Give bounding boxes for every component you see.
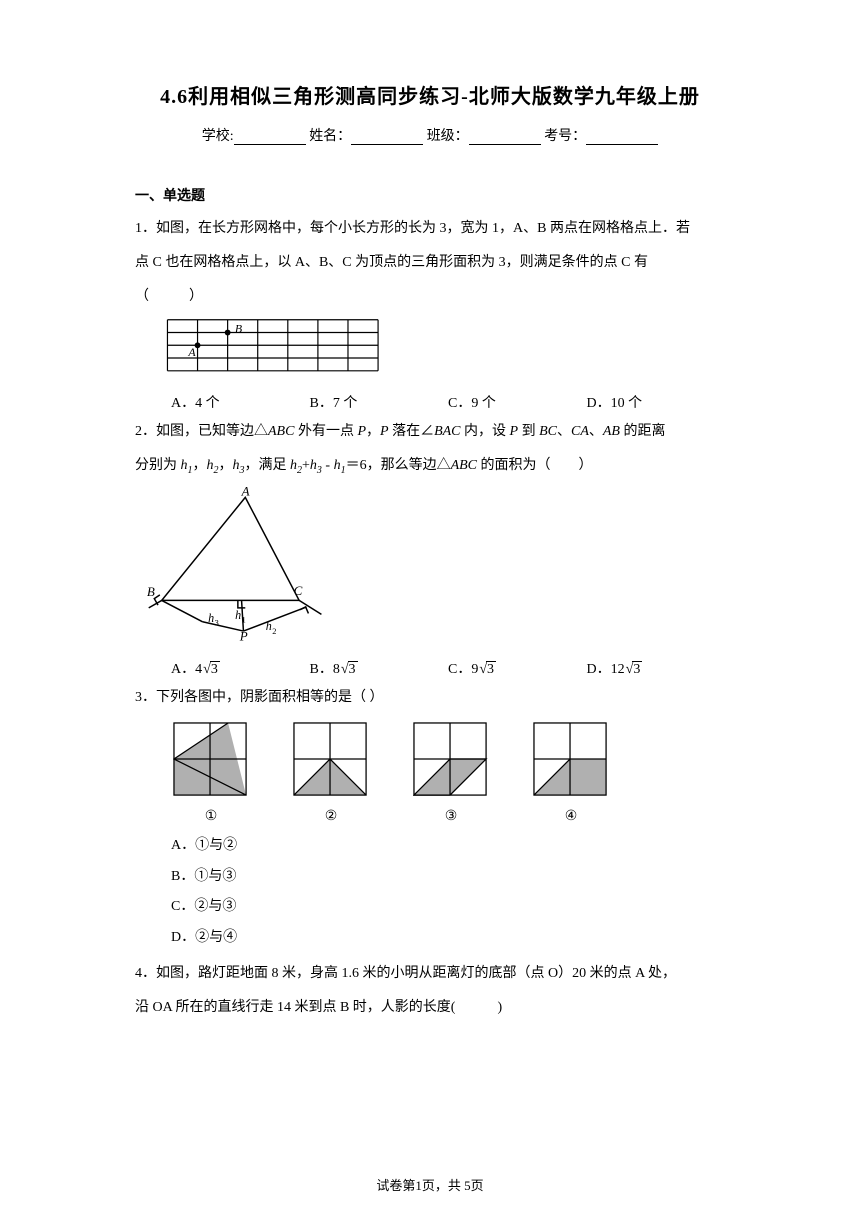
q2-opt-d[interactable]: D．12√3 (587, 658, 726, 678)
q4-stem-1: 4．如图，路灯距地面 8 米，身高 1.6 米的小明从距离灯的底部（点 O）20… (135, 960, 725, 988)
svg-text:A: A (241, 487, 250, 499)
svg-text:h: h (235, 608, 241, 622)
svg-text:P: P (239, 628, 248, 643)
label-school: 学校: (202, 129, 234, 144)
q1-stem-3: （ ） (135, 283, 725, 311)
q3-fig-1: ① (173, 722, 249, 825)
q2-figure: A B C P h 1 h 2 h 3 (145, 487, 725, 652)
q4-stem-2: 沿 OA 所在的直线行走 14 米到点 B 时，人影的长度( ) (135, 994, 725, 1022)
q3-opt-a[interactable]: A．①与② (171, 831, 725, 862)
label-id: 考号： (544, 129, 586, 144)
blank-class (469, 144, 541, 145)
q2-stem-1: 2．如图，已知等边△ABC 外有一点 P，P 落在∠BAC 内，设 P 到 BC… (135, 418, 725, 446)
blank-id (586, 144, 658, 145)
svg-text:C: C (294, 583, 303, 598)
q3-fig-4: ④ (533, 722, 609, 825)
q3-fig-3: ③ (413, 722, 489, 825)
svg-text:1: 1 (242, 616, 246, 625)
q1-opt-c[interactable]: C．9 个 (448, 392, 587, 412)
svg-text:B: B (147, 584, 155, 599)
section-heading-1: 一、单选题 (135, 185, 725, 205)
svg-text:2: 2 (272, 627, 276, 636)
q1-opt-b[interactable]: B．7 个 (310, 392, 449, 412)
q2-opt-c[interactable]: C．9√3 (448, 658, 587, 678)
q3-stem: 3．下列各图中，阴影面积相等的是（ ） (135, 684, 725, 712)
svg-text:h: h (266, 619, 272, 633)
q3-opt-b[interactable]: B．①与③ (171, 862, 725, 893)
page-footer: 试卷第1页，共 5页 (0, 1175, 860, 1194)
label-name: 姓名： (309, 129, 351, 144)
svg-text:B: B (235, 322, 242, 336)
q1-options: A．4 个 B．7 个 C．9 个 D．10 个 (171, 392, 725, 412)
label-class: 班级： (427, 129, 469, 144)
svg-text:h: h (208, 611, 214, 625)
q1-stem-2: 点 C 也在网格格点上，以 A、B、C 为顶点的三角形面积为 3，则满足条件的点… (135, 249, 725, 277)
q3-opt-c[interactable]: C．②与③ (171, 892, 725, 923)
blank-name (351, 144, 423, 145)
q2-opt-a[interactable]: A．4√3 (171, 658, 310, 678)
q3-options: A．①与② B．①与③ C．②与③ D．②与④ (171, 831, 725, 954)
q1-opt-d[interactable]: D．10 个 (587, 392, 726, 412)
q1-stem-1: 1．如图，在长方形网格中，每个小长方形的长为 3，宽为 1，A、B 两点在网格格… (135, 215, 725, 243)
svg-text:3: 3 (215, 618, 219, 627)
q3-opt-d[interactable]: D．②与④ (171, 923, 725, 954)
page-title: 4.6利用相似三角形测高同步练习-北师大版数学九年级上册 (135, 80, 725, 109)
q2-options: A．4√3 B．8√3 C．9√3 D．12√3 (171, 658, 725, 678)
q1-opt-a[interactable]: A．4 个 (171, 392, 310, 412)
blank-school (234, 144, 306, 145)
student-info-line: 学校: 姓名： 班级： 考号： (135, 125, 725, 145)
q2-opt-b[interactable]: B．8√3 (310, 658, 449, 678)
q3-figures: ① ② ③ (173, 722, 725, 825)
q1-figure: A B (157, 317, 725, 384)
q3-fig-2: ② (293, 722, 369, 825)
svg-text:A: A (187, 345, 196, 359)
q2-stem-2: 分别为 h1，h2，h3，满足 h2+h3 - h1＝6，那么等边△ABC 的面… (135, 452, 725, 481)
